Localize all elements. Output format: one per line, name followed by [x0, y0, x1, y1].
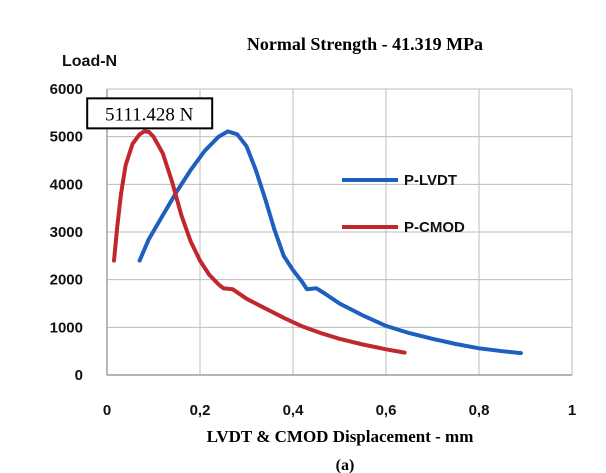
y-tick-label: 1000: [50, 319, 83, 336]
legend: P-LVDT P-CMOD: [342, 172, 465, 236]
peak-annotation: 5111.428 N: [86, 97, 214, 130]
series-line-p-lvdt: [137, 129, 523, 356]
figure-caption: (a): [336, 457, 355, 473]
x-tick-label: 0,2: [190, 402, 211, 419]
y-axis-label: Load-N: [62, 53, 117, 70]
axes: 0 0,2 0,4 0,6 0,8 1 0 1000 2000 3000 4000 5000 6000: [50, 81, 577, 419]
series-line-p-cmod: [112, 129, 407, 355]
y-tick-label: 4000: [50, 176, 83, 193]
x-tick-label: 1: [568, 402, 576, 419]
x-tick-label: 0,8: [469, 402, 490, 419]
legend-label-p-cmod: P-CMOD: [404, 219, 465, 236]
x-tick-label: 0: [103, 402, 111, 419]
chart-title: Normal Strength - 41.319 MPa: [247, 34, 483, 54]
series-layer: [112, 129, 523, 356]
y-tick-label: 0: [75, 367, 83, 384]
y-tick-label: 2000: [50, 272, 83, 289]
annotation-text: 5111.428 N: [105, 104, 194, 125]
x-axis-label: LVDT & CMOD Displacement - mm: [207, 427, 474, 446]
grid: [106, 88, 573, 376]
x-tick-label: 0,4: [283, 402, 305, 419]
y-tick-label: 5000: [50, 129, 83, 146]
x-tick-label: 0,6: [376, 402, 397, 419]
annotation-box: [86, 97, 214, 130]
y-tick-label: 6000: [50, 81, 83, 98]
y-tick-label: 3000: [50, 224, 83, 241]
legend-label-p-lvdt: P-LVDT: [404, 172, 457, 189]
